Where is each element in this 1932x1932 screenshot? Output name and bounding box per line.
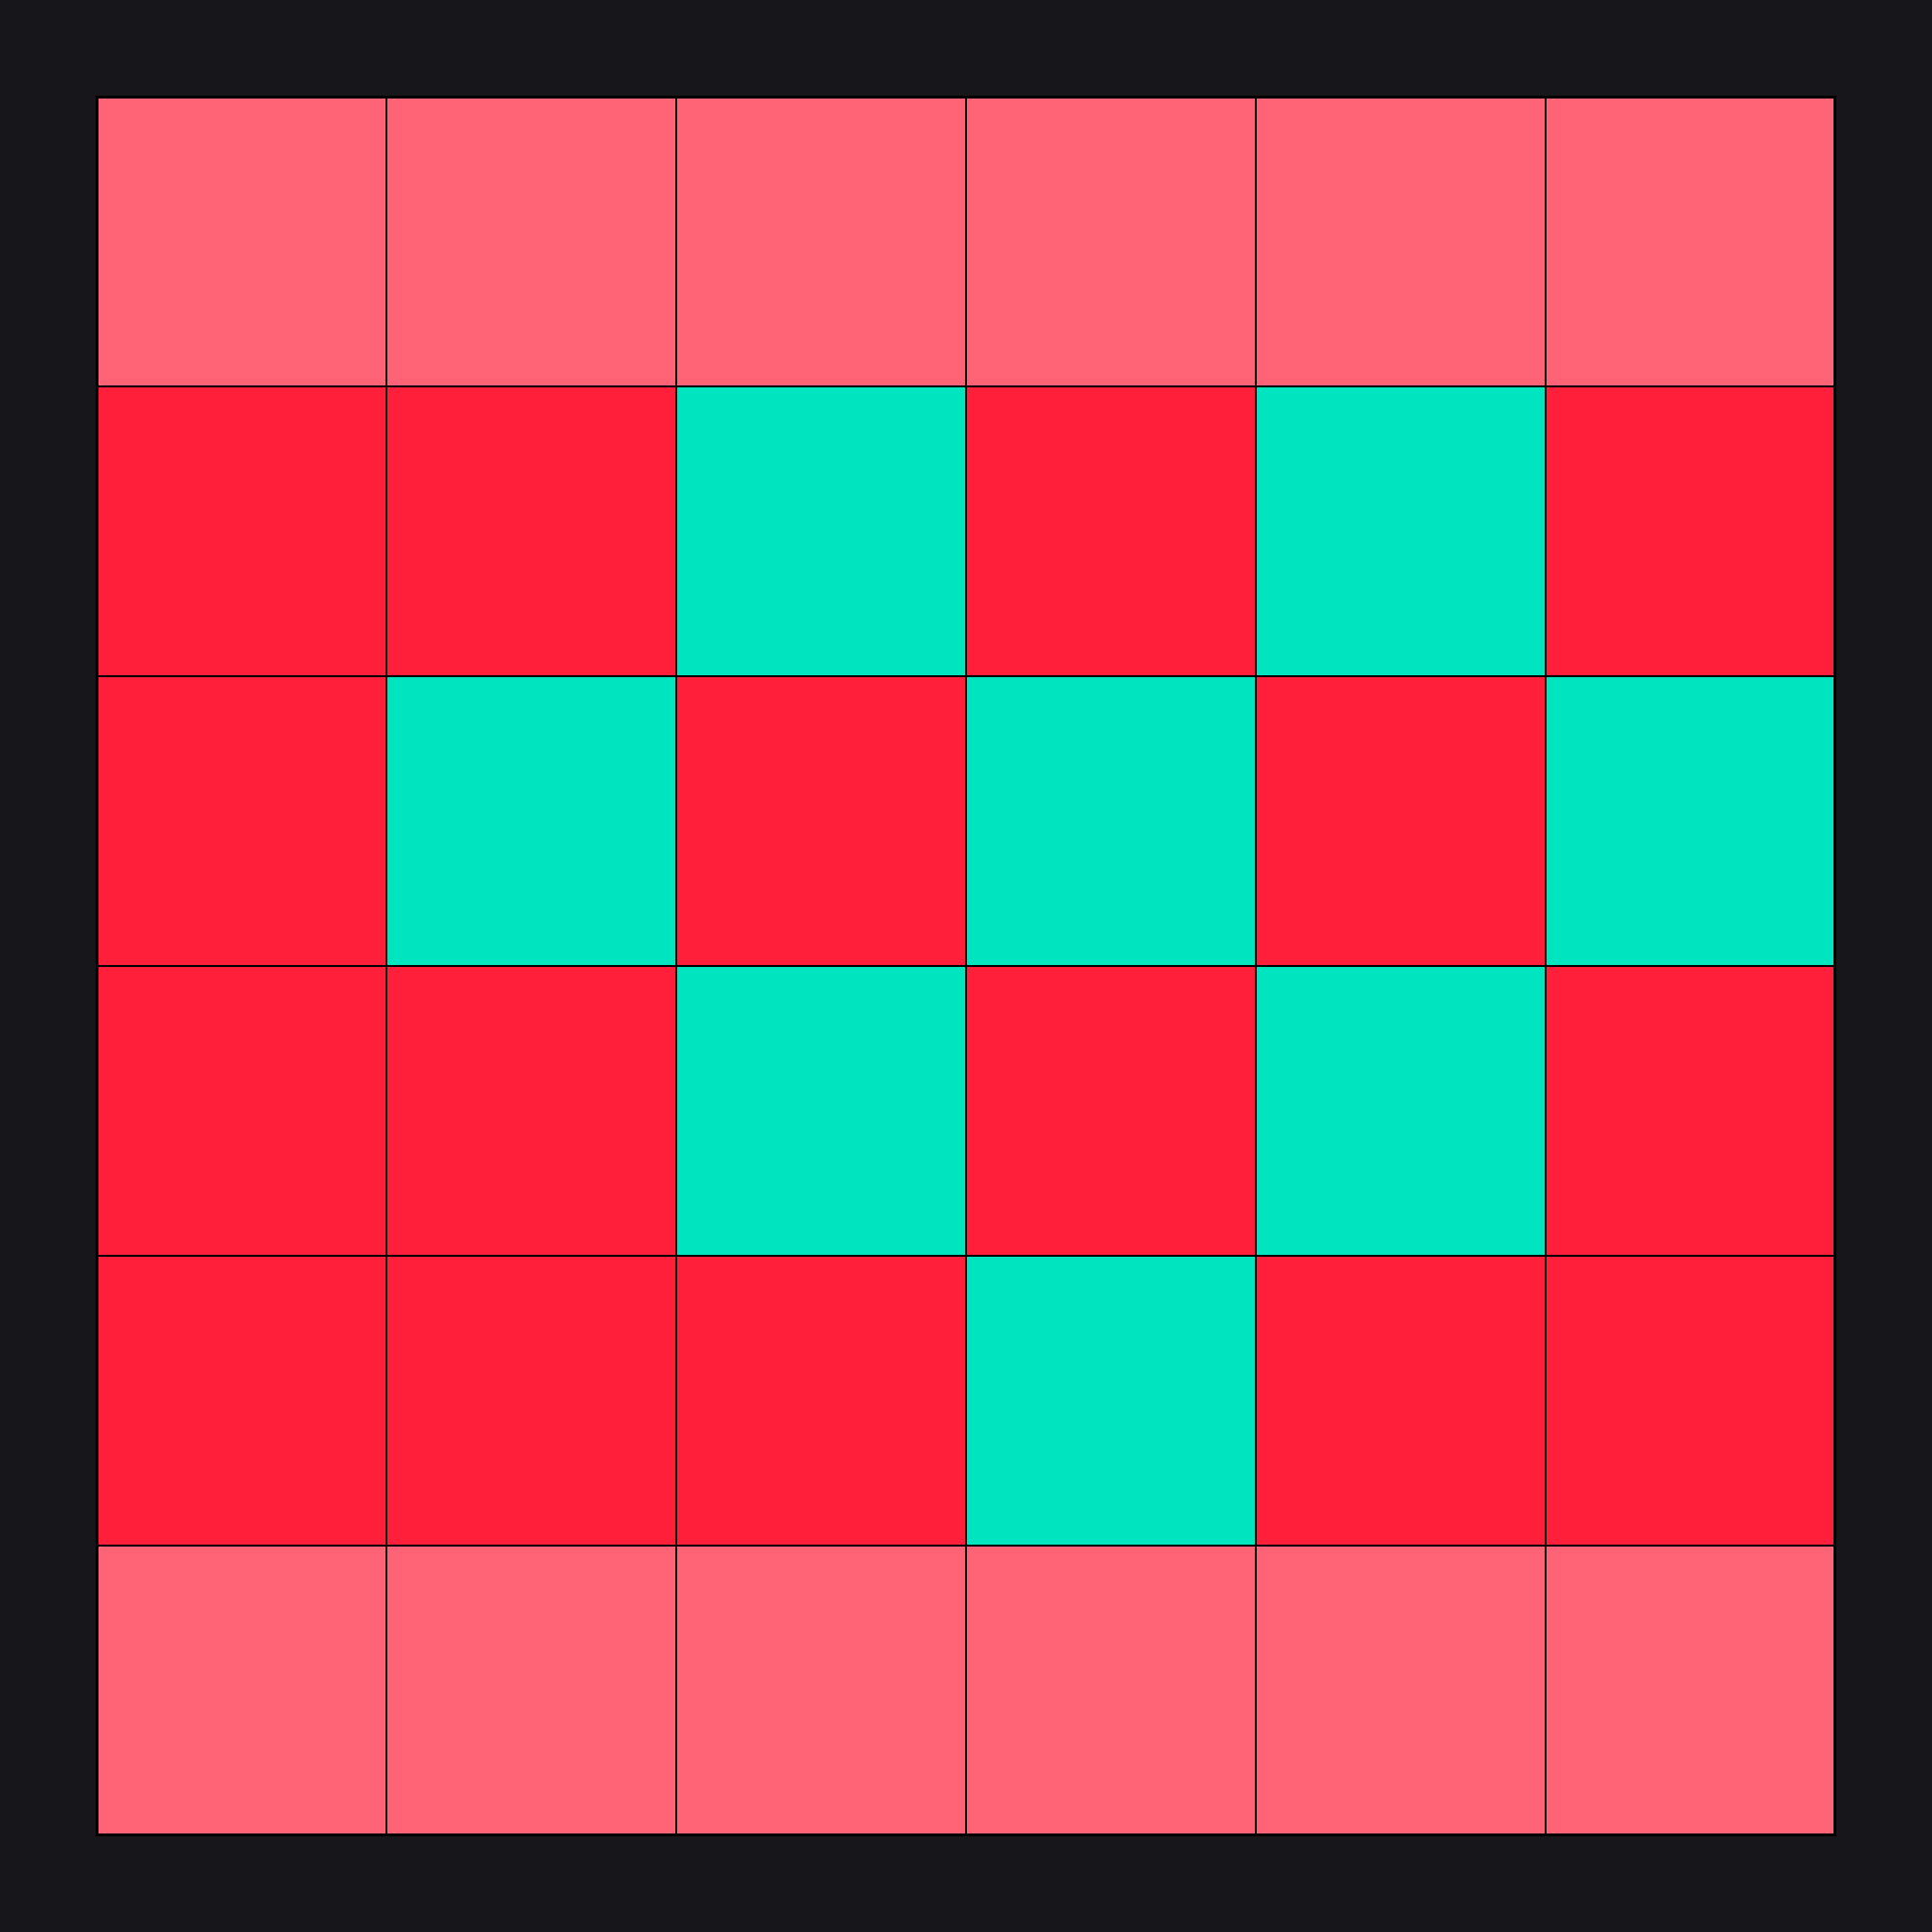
board-cell-light-red-r0-c5[interactable] <box>1546 97 1835 386</box>
board-cell-red-r2-c4[interactable] <box>1256 676 1546 966</box>
board-cell-light-red-r0-c2[interactable] <box>676 97 966 386</box>
board-cell-light-red-r0-c1[interactable] <box>386 97 676 386</box>
board-cell-red-r1-c3[interactable] <box>966 386 1256 676</box>
board-cell-teal-r1-c2[interactable] <box>676 386 966 676</box>
board-cell-red-r4-c5[interactable] <box>1546 1256 1835 1546</box>
board-cell-teal-r4-c3[interactable] <box>966 1256 1256 1546</box>
board-cell-red-r2-c0[interactable] <box>97 676 386 966</box>
board-cell-red-r3-c1[interactable] <box>386 966 676 1256</box>
board-cell-teal-r1-c4[interactable] <box>1256 386 1546 676</box>
board-cell-red-r3-c5[interactable] <box>1546 966 1835 1256</box>
board-cell-red-r4-c1[interactable] <box>386 1256 676 1546</box>
board-cell-red-r1-c5[interactable] <box>1546 386 1835 676</box>
board-cell-teal-r2-c5[interactable] <box>1546 676 1835 966</box>
board-cell-light-red-r0-c0[interactable] <box>97 97 386 386</box>
board-cell-teal-r2-c1[interactable] <box>386 676 676 966</box>
board-cell-red-r2-c2[interactable] <box>676 676 966 966</box>
board-cell-light-red-r5-c5[interactable] <box>1546 1546 1835 1835</box>
board-cell-red-r1-c1[interactable] <box>386 386 676 676</box>
board-cell-red-r4-c2[interactable] <box>676 1256 966 1546</box>
game-board <box>97 97 1835 1835</box>
board-cell-red-r3-c3[interactable] <box>966 966 1256 1256</box>
board-cell-light-red-r5-c0[interactable] <box>97 1546 386 1835</box>
board-cell-teal-r3-c2[interactable] <box>676 966 966 1256</box>
board-cell-light-red-r5-c2[interactable] <box>676 1546 966 1835</box>
board-cell-red-r4-c0[interactable] <box>97 1256 386 1546</box>
board-cell-light-red-r5-c3[interactable] <box>966 1546 1256 1835</box>
board-cell-teal-r2-c3[interactable] <box>966 676 1256 966</box>
board-cell-teal-r3-c4[interactable] <box>1256 966 1546 1256</box>
board-cell-light-red-r5-c4[interactable] <box>1256 1546 1546 1835</box>
board-cell-red-r4-c4[interactable] <box>1256 1256 1546 1546</box>
board-cell-light-red-r0-c3[interactable] <box>966 97 1256 386</box>
board-cell-red-r3-c0[interactable] <box>97 966 386 1256</box>
board-cell-red-r1-c0[interactable] <box>97 386 386 676</box>
board-cell-light-red-r0-c4[interactable] <box>1256 97 1546 386</box>
board-cell-light-red-r5-c1[interactable] <box>386 1546 676 1835</box>
